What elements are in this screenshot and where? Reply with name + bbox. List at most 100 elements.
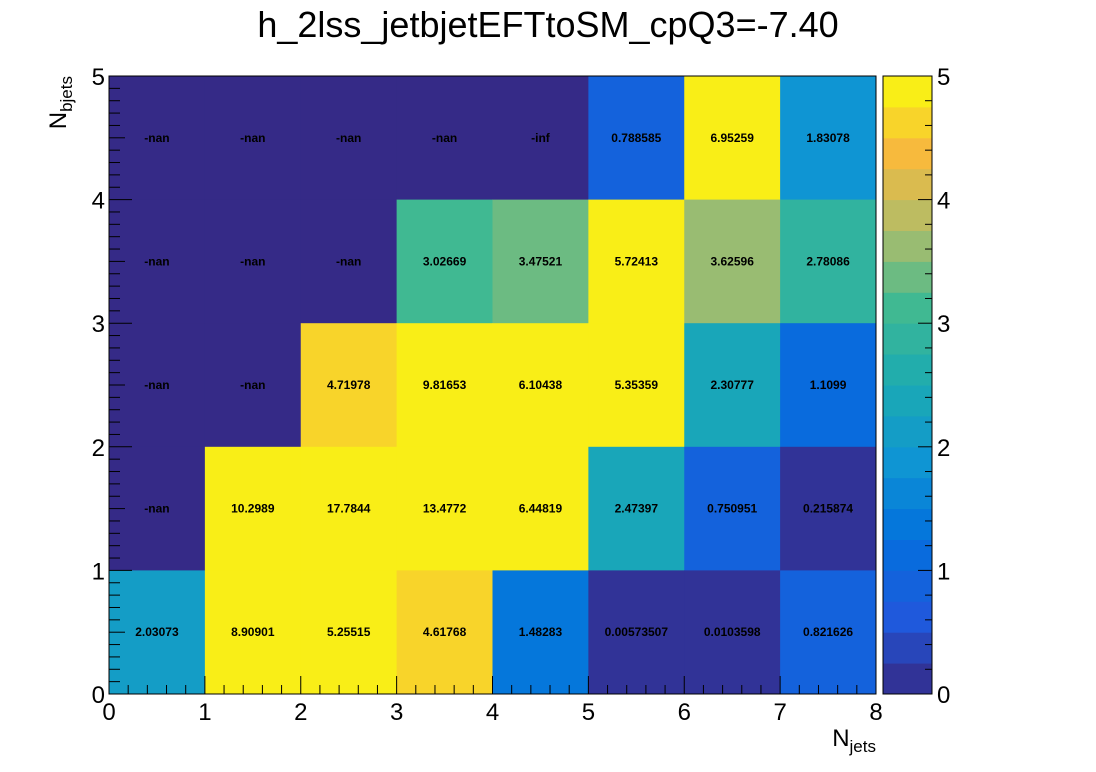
colorbar-segment bbox=[883, 261, 932, 293]
x-axis-title: Njets bbox=[832, 725, 876, 756]
cell-value-label: 2.47397 bbox=[615, 502, 659, 516]
cell-value-label: 3.02669 bbox=[423, 254, 467, 268]
cell-value-label: 6.44819 bbox=[519, 502, 563, 516]
cell-value-label: 4.61768 bbox=[423, 625, 467, 639]
colorbar-segment bbox=[883, 354, 932, 386]
cell-value-label: 3.62596 bbox=[710, 254, 754, 268]
heatmap-cell bbox=[684, 199, 781, 324]
heatmap-cell bbox=[780, 446, 877, 571]
colorbar-segment bbox=[883, 385, 932, 417]
y-tick-label: 2 bbox=[92, 435, 105, 462]
cell-value-label: 6.95259 bbox=[710, 131, 754, 145]
cell-value-label: -nan bbox=[240, 254, 265, 268]
heatmap-cell bbox=[588, 76, 685, 201]
colorbar-tick-label: 0 bbox=[937, 682, 950, 709]
heatmap-cell bbox=[588, 199, 685, 324]
heatmap-cell bbox=[396, 446, 493, 571]
x-tick-label: 6 bbox=[678, 699, 691, 726]
cell-value-label: 2.78086 bbox=[806, 254, 850, 268]
cell-value-label: 17.7844 bbox=[327, 502, 371, 516]
heatmap-cell bbox=[780, 199, 877, 324]
heatmap-cell bbox=[780, 76, 877, 201]
colorbar-segment bbox=[883, 137, 932, 170]
heatmap-cell bbox=[588, 323, 685, 448]
heatmap-cell bbox=[300, 570, 398, 695]
y-tick-label: 1 bbox=[92, 558, 105, 585]
colorbar-segment bbox=[883, 106, 932, 139]
heatmap-cell bbox=[204, 323, 302, 448]
cell-value-label: 2.03073 bbox=[135, 625, 179, 639]
colorbar-segment bbox=[883, 663, 932, 695]
cell-value-label: -nan bbox=[336, 254, 361, 268]
cell-value-label: 2.30777 bbox=[710, 378, 754, 392]
cell-value-label: -nan bbox=[432, 131, 457, 145]
cell-value-label: 0.0103598 bbox=[704, 625, 761, 639]
heatmap-cell bbox=[204, 570, 302, 695]
y-tick-label: 0 bbox=[92, 682, 105, 709]
heatmap-cell bbox=[492, 199, 589, 324]
chart-title: h_2lss_jetbjetEFTtoSM_cpQ3=-7.40 bbox=[257, 4, 839, 45]
cell-value-label: 0.821626 bbox=[803, 625, 853, 639]
heatmap-cell bbox=[492, 323, 589, 448]
cell-value-label: -nan bbox=[144, 254, 169, 268]
x-tick-label: 7 bbox=[773, 699, 786, 726]
colorbar-segment bbox=[883, 446, 932, 479]
heatmap-cell bbox=[204, 76, 302, 201]
x-tick-label: 5 bbox=[582, 699, 595, 726]
cell-value-label: -nan bbox=[336, 131, 361, 145]
y-tick-label: 5 bbox=[92, 64, 105, 91]
x-tick-label: 4 bbox=[486, 699, 499, 726]
x-tick-label: 3 bbox=[390, 699, 403, 726]
cell-value-label: -nan bbox=[144, 502, 169, 516]
heatmap-cell bbox=[300, 76, 398, 201]
heatmap-cell bbox=[109, 446, 206, 571]
colorbar-segment bbox=[883, 477, 932, 510]
colorbar-segment bbox=[883, 230, 932, 262]
cell-value-label: -nan bbox=[240, 131, 265, 145]
heatmap-cell bbox=[684, 570, 781, 695]
heatmap-cell bbox=[300, 199, 398, 324]
colorbar-segment bbox=[883, 292, 932, 324]
heatmap-cell bbox=[204, 446, 302, 571]
cell-value-label: 5.72413 bbox=[615, 254, 659, 268]
heatmap-cell bbox=[204, 199, 302, 324]
colorbar-tick-label: 4 bbox=[937, 188, 950, 215]
colorbar-segment bbox=[883, 323, 932, 355]
colorbar-tick-label: 1 bbox=[937, 558, 950, 585]
colorbar-segment bbox=[883, 570, 932, 602]
cell-value-label: 6.10438 bbox=[519, 378, 563, 392]
cell-value-label: 0.00573507 bbox=[605, 625, 669, 639]
cell-value-label: -nan bbox=[144, 378, 169, 392]
colorbar-tick-label: 2 bbox=[937, 435, 950, 462]
cell-value-label: 9.81653 bbox=[423, 378, 467, 392]
heatmap-cell bbox=[109, 323, 206, 448]
cell-value-label: -nan bbox=[240, 378, 265, 392]
heatmap-cell bbox=[492, 446, 589, 571]
cell-value-label: 8.90901 bbox=[231, 625, 275, 639]
cell-value-label: 4.71978 bbox=[327, 378, 371, 392]
colorbar-segment bbox=[883, 632, 932, 664]
heatmap-cell bbox=[396, 570, 493, 695]
colorbar-segment bbox=[883, 415, 932, 448]
y-tick-label: 4 bbox=[92, 188, 105, 215]
x-tick-label: 8 bbox=[869, 699, 882, 726]
cell-value-label: 1.48283 bbox=[519, 625, 563, 639]
cell-value-label: 0.750951 bbox=[707, 502, 757, 516]
cell-value-label: 1.83078 bbox=[806, 131, 850, 145]
heatmap-cell bbox=[300, 323, 398, 448]
heatmap-cell bbox=[109, 76, 206, 201]
heatmap-cell bbox=[396, 76, 493, 201]
cell-value-label: -inf bbox=[531, 131, 551, 145]
heatmap-cell bbox=[684, 323, 781, 448]
x-tick-label: 2 bbox=[294, 699, 307, 726]
heatmap-cell bbox=[684, 76, 781, 201]
colorbar-tick-label: 3 bbox=[937, 311, 950, 338]
heatmap-cell bbox=[492, 570, 589, 695]
cell-value-label: 1.1099 bbox=[810, 378, 847, 392]
colorbar-segment bbox=[883, 508, 932, 540]
cell-value-label: 13.4772 bbox=[423, 502, 467, 516]
cell-value-label: 5.35359 bbox=[615, 378, 659, 392]
heatmap-cell bbox=[396, 323, 493, 448]
colorbar-segment bbox=[883, 168, 932, 201]
heatmap-cell bbox=[780, 323, 877, 448]
